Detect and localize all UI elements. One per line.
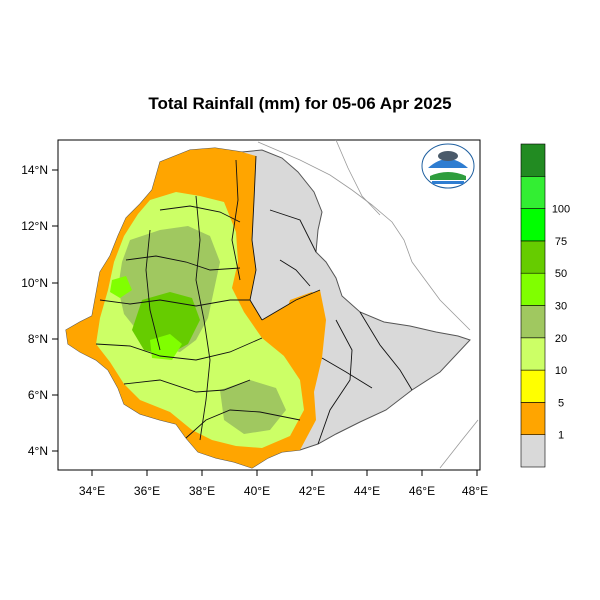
legend-colorbar: 1 5 10 20 30 50 75 100 [520, 143, 570, 468]
x-tick-46: 46°E [409, 484, 435, 498]
x-tick-42: 42°E [299, 484, 325, 498]
x-tick-38: 38°E [189, 484, 215, 498]
legend-swatch [520, 337, 546, 371]
legend-swatch [520, 272, 546, 306]
x-axis [91, 470, 478, 476]
legend-label: 50 [555, 268, 567, 280]
legend-label: 20 [555, 333, 567, 345]
legend-swatch [520, 402, 546, 435]
legend-label: 10 [555, 365, 567, 377]
x-tick-44: 44°E [354, 484, 380, 498]
x-tick-40: 40°E [244, 484, 270, 498]
rainfall-green [132, 292, 200, 356]
rainfall-bright-green-2 [110, 276, 132, 298]
legend-label: 5 [558, 397, 564, 409]
rainfall-mid-green-south [220, 380, 286, 434]
y-tick-12: 12°N [21, 219, 48, 233]
legend-swatch [520, 143, 546, 177]
legend-swatch [520, 434, 546, 468]
x-tick-48: 48°E [462, 484, 488, 498]
legend-label: 1 [558, 430, 564, 442]
y-tick-10: 10°N [21, 276, 48, 290]
legend-label: 30 [555, 301, 567, 313]
y-tick-6: 6°N [28, 388, 48, 402]
y-tick-8: 8°N [28, 332, 48, 346]
legend-swatch [520, 240, 546, 274]
legend-swatch [520, 369, 546, 403]
x-tick-36: 36°E [134, 484, 160, 498]
legend-swatch [520, 176, 546, 209]
y-axis [52, 169, 58, 452]
rainfall-orange-east [282, 292, 322, 370]
legend-label: 100 [552, 204, 570, 216]
neighbour-borders [257, 139, 479, 469]
admin-boundaries [95, 155, 413, 445]
legend-swatch [520, 208, 546, 242]
map-title: Total Rainfall (mm) for 05-06 Apr 2025 [148, 94, 452, 113]
x-tick-34: 34°E [79, 484, 105, 498]
y-tick-4: 4°N [28, 444, 48, 458]
legend-label: 75 [555, 236, 567, 248]
y-tick-14: 14°N [21, 163, 48, 177]
legend-swatch [520, 305, 546, 339]
ethiopian-meteorology-institute-logo [421, 143, 475, 189]
